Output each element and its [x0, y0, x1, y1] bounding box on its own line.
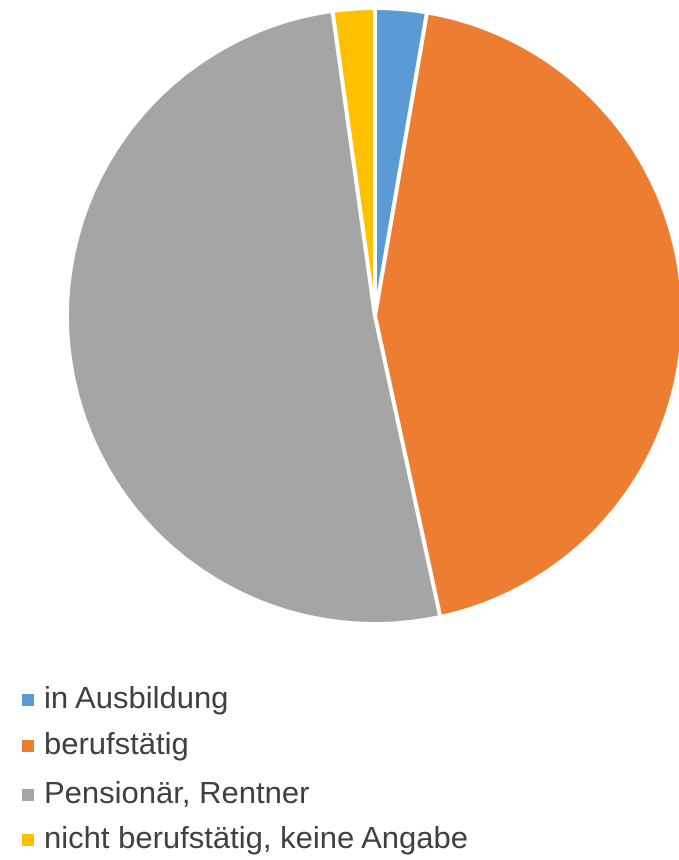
- legend-marker: [22, 789, 34, 801]
- pie-slice: [373, 10, 679, 619]
- legend-label: nicht berufstätig, keine Angabe: [44, 820, 468, 855]
- legend-label: berufstätig: [44, 726, 189, 761]
- legend-marker: [22, 834, 34, 846]
- legend-label: Pensionär, Rentner: [44, 775, 309, 810]
- legend-marker: [22, 740, 34, 752]
- legend-label: in Ausbildung: [44, 680, 228, 715]
- pie-slice: [65, 8, 443, 626]
- legend-marker: [22, 694, 34, 706]
- pie-slice: [330, 6, 377, 318]
